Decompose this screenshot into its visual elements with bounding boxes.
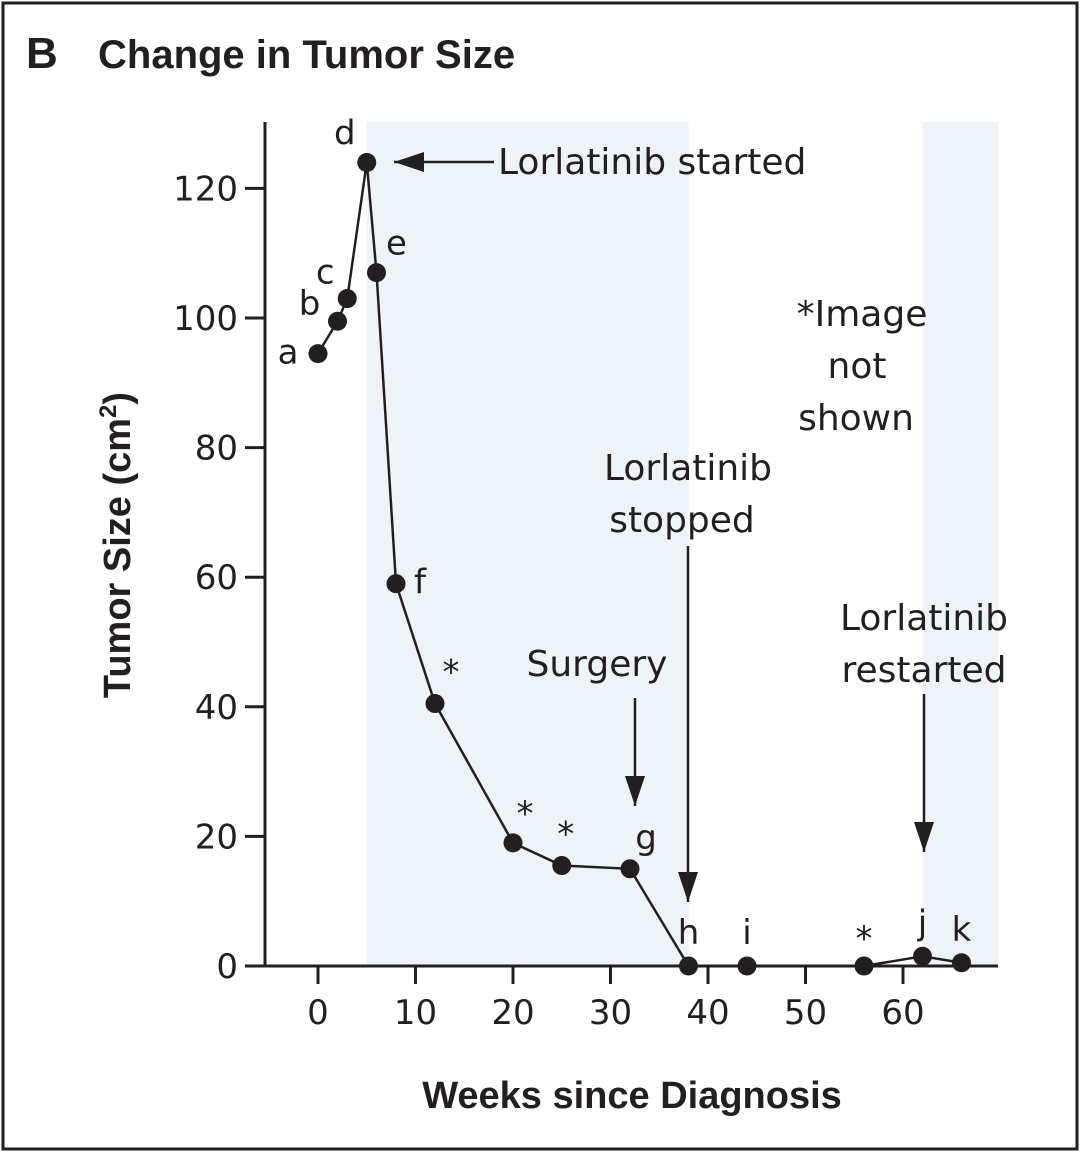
data-point-9: [552, 856, 572, 876]
y-tick-label-20: 20: [195, 817, 238, 857]
shaded-region-1: [366, 122, 689, 966]
x-tick-label-10: 10: [394, 993, 437, 1033]
image-not-shown-note-3: shown: [798, 398, 914, 439]
data-point-15: [952, 953, 971, 973]
y-tick-label-80: 80: [195, 429, 238, 469]
lorlatinib-stopped-arrow: [678, 546, 698, 902]
point-label-1: a: [278, 333, 299, 373]
point-label-15: k: [952, 910, 972, 950]
y-axis-title-close: ): [97, 392, 139, 405]
data-point-2: [328, 311, 347, 331]
data-point-5: [367, 263, 386, 283]
lorlatinib-stopped-label-2: stopped: [609, 500, 755, 541]
y-tick-label-120: 120: [173, 169, 238, 209]
y-axis-title-main: Tumor Size (cm: [97, 418, 139, 698]
image-not-shown-note-2: not: [828, 346, 887, 387]
data-point-13: [854, 956, 874, 976]
lorlatinib-started-arrow: [394, 152, 494, 172]
surgery-arrow: [625, 698, 645, 806]
y-tick-label-100: 100: [173, 299, 238, 339]
data-point-1: [308, 344, 328, 364]
data-point-7: [425, 694, 445, 714]
point-label-2: b: [299, 284, 321, 324]
lorlatinib-stopped-arrow-head: [678, 872, 698, 902]
y-tick-label-0: 0: [216, 947, 238, 987]
lorlatinib-restarted-label-2: restarted: [841, 650, 1006, 691]
image-not-shown-note-1: *Image: [797, 294, 928, 335]
point-label-6: f: [414, 563, 427, 603]
axes: [263, 122, 998, 968]
y-tick-label-60: 60: [195, 558, 238, 598]
lorlatinib-started-arrow-head: [394, 152, 424, 172]
treatment-shading: [366, 122, 998, 966]
point-label-9: *: [557, 815, 574, 855]
data-point-4: [357, 152, 377, 172]
y-axis-title: Tumor Size (cm2): [95, 392, 139, 698]
series: [308, 152, 971, 976]
lorlatinib-restarted-label-1: Lorlatinib: [840, 598, 1008, 639]
surgery-arrow-head: [625, 776, 645, 806]
y-tick-label-40: 40: [195, 688, 238, 728]
lorlatinib-restarted-arrow: [914, 694, 934, 852]
panel-letter: B: [26, 29, 58, 78]
point-label-11: h: [678, 913, 700, 953]
point-label-4: d: [334, 113, 356, 153]
point-label-8: *: [517, 794, 534, 834]
y-axis-title-sup: 2: [95, 405, 122, 418]
data-point-14: [913, 946, 932, 966]
lorlatinib-started-label: Lorlatinib started: [498, 142, 806, 183]
data-point-3: [337, 289, 357, 309]
point-label-12: i: [742, 913, 751, 953]
point-label-14: j: [917, 903, 927, 943]
point-labels: abc d e f * * * g h i * j k: [278, 113, 972, 959]
lorlatinib-stopped-label-1: Lorlatinib: [604, 448, 772, 489]
point-label-10: g: [635, 818, 657, 858]
data-point-10: [620, 859, 640, 879]
point-label-3: c: [316, 253, 335, 293]
ticks: 0 20 40 60 80 100 120 0 10 20 30 40 50 60: [173, 169, 925, 1033]
surgery-label: Surgery: [527, 644, 668, 685]
data-point-8: [503, 833, 523, 853]
data-point-11: [679, 956, 698, 976]
x-tick-label-60: 60: [881, 993, 924, 1033]
shaded-region-2: [922, 122, 998, 966]
panel-title: Change in Tumor Size: [98, 33, 515, 77]
x-tick-label-50: 50: [784, 993, 827, 1033]
point-label-13: *: [856, 919, 873, 959]
x-tick-label-0: 0: [307, 993, 329, 1033]
annotations: Lorlatinib started Surgery Lorlatinib stopp…: [394, 142, 1008, 902]
lorlatinib-restarted-arrow-head: [914, 822, 934, 852]
data-point-6: [386, 574, 406, 594]
point-label-5: e: [386, 224, 407, 264]
x-axis-title: Weeks since Diagnosis: [422, 1075, 842, 1117]
x-tick-label-40: 40: [686, 993, 729, 1033]
data-point-12: [737, 956, 757, 976]
x-tick-label-20: 20: [491, 993, 534, 1033]
x-tick-label-30: 30: [589, 993, 632, 1033]
point-label-7: *: [443, 653, 460, 693]
